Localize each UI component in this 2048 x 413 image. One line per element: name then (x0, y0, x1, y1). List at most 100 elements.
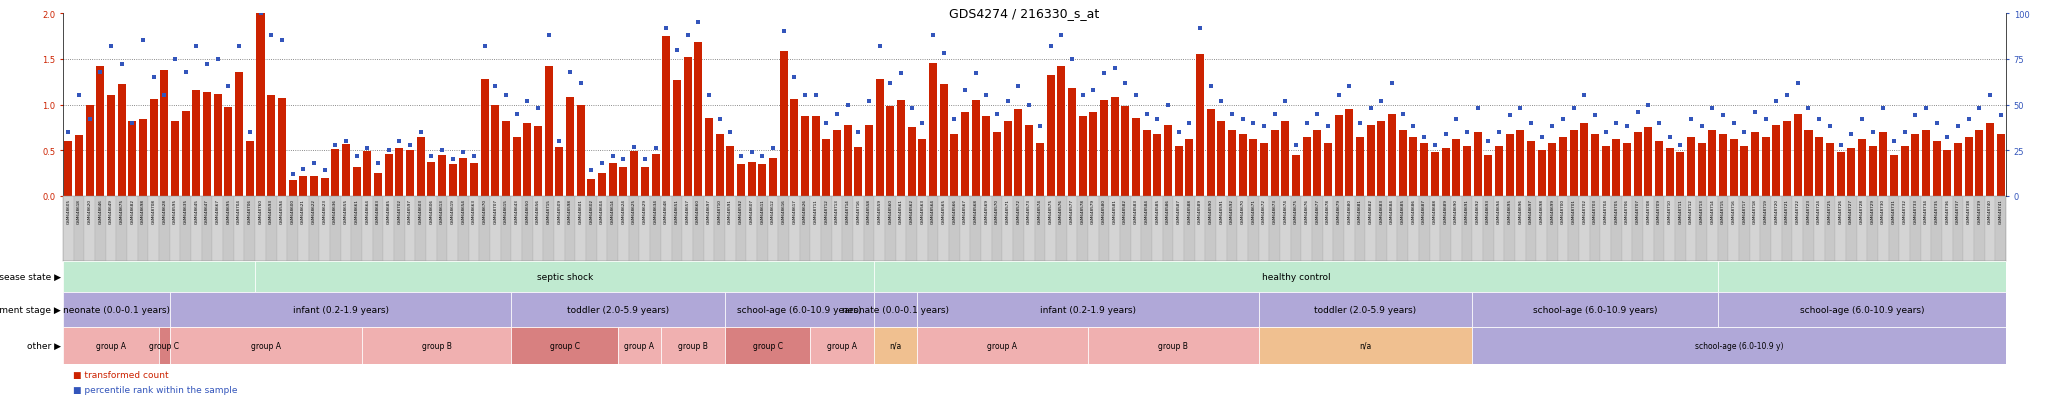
Text: GSM648614: GSM648614 (610, 199, 614, 223)
Bar (172, 122, 178, 197)
Text: group C: group C (549, 341, 580, 350)
Bar (788, 197, 799, 261)
Bar (930, 64, 938, 197)
Point (1014, 102, 1047, 109)
Bar (1130, 197, 1141, 261)
Bar (791, 100, 799, 197)
Text: GSM648572: GSM648572 (1016, 199, 1020, 223)
Bar (596, 197, 608, 261)
Bar (1815, 137, 1823, 197)
Point (788, 93, 821, 100)
Bar (555, 197, 565, 261)
Bar (1634, 133, 1642, 197)
Text: GSM648564: GSM648564 (932, 199, 936, 223)
Bar (1325, 144, 1331, 197)
Text: group A: group A (827, 341, 858, 350)
Point (127, 38, 160, 45)
Point (403, 129, 436, 136)
Point (895, 106, 928, 112)
Text: group C: group C (150, 341, 180, 350)
Bar (1300, 197, 1313, 261)
Text: GSM648664: GSM648664 (365, 199, 369, 223)
Bar (874, 292, 918, 327)
Point (457, 153, 489, 160)
Bar (608, 197, 618, 261)
Text: GSM648729: GSM648729 (1870, 199, 1874, 223)
Bar (74, 197, 84, 261)
Bar (1536, 197, 1546, 261)
Bar (1665, 197, 1675, 261)
Text: GSM648728: GSM648728 (1860, 199, 1864, 223)
Point (918, 33, 950, 39)
Bar (1911, 135, 1919, 197)
Bar (1526, 197, 1536, 261)
Text: GSM648723: GSM648723 (1806, 199, 1810, 223)
Point (565, 80, 598, 87)
Point (158, 56, 190, 63)
Point (1270, 98, 1303, 105)
Bar (651, 154, 659, 197)
Text: GSM648651: GSM648651 (676, 199, 678, 223)
Bar (842, 197, 854, 261)
Bar (459, 158, 467, 197)
Bar (1409, 137, 1417, 197)
Bar (469, 164, 477, 197)
Bar (1772, 197, 1782, 261)
Bar (1163, 125, 1171, 197)
Bar (512, 197, 522, 261)
Bar (1206, 197, 1217, 261)
Bar (1366, 197, 1376, 261)
Text: GSM648711: GSM648711 (1679, 199, 1681, 223)
Bar (1133, 119, 1141, 197)
Bar (1645, 128, 1653, 197)
Point (682, 20, 715, 26)
Bar (1845, 197, 1858, 261)
Bar (1143, 131, 1151, 197)
Text: GSM648577: GSM648577 (1069, 199, 1073, 223)
Text: GSM648607: GSM648607 (750, 199, 754, 223)
Bar (578, 105, 586, 197)
Text: GSM648677: GSM648677 (1315, 199, 1319, 223)
Point (1108, 80, 1141, 87)
Point (446, 150, 479, 156)
Bar (1343, 197, 1356, 261)
Text: GSM648617: GSM648617 (793, 199, 797, 223)
Bar (1942, 197, 1952, 261)
Point (63, 93, 96, 100)
Bar (694, 43, 702, 197)
Bar (1432, 153, 1440, 197)
Bar (256, 197, 266, 261)
Bar (1888, 197, 1898, 261)
Text: GSM648680: GSM648680 (1348, 199, 1352, 223)
Bar (1868, 197, 1878, 261)
Bar (1782, 197, 1792, 261)
Bar (1110, 197, 1120, 261)
Bar (1548, 144, 1556, 197)
Point (416, 153, 449, 160)
Bar (1110, 98, 1118, 197)
Bar (748, 163, 756, 197)
Bar (831, 197, 842, 261)
Bar (170, 327, 362, 364)
Point (1526, 135, 1559, 141)
Text: GSM648715: GSM648715 (1720, 199, 1724, 223)
Bar (1559, 137, 1567, 197)
Text: GSM648706: GSM648706 (248, 199, 252, 223)
Point (629, 157, 662, 163)
Point (575, 168, 608, 174)
Point (1194, 84, 1227, 90)
Point (1397, 124, 1430, 131)
Bar (1047, 76, 1055, 197)
Text: septic shock: septic shock (537, 272, 592, 281)
Text: group B: group B (678, 341, 709, 350)
Text: GSM648661: GSM648661 (354, 199, 358, 223)
Bar (727, 146, 735, 197)
Text: GSM648675: GSM648675 (1294, 199, 1298, 223)
Bar (1290, 197, 1300, 261)
Text: GSM648696: GSM648696 (1518, 199, 1522, 223)
Bar (821, 197, 831, 261)
Text: GSM648667: GSM648667 (215, 199, 219, 223)
Bar (416, 197, 426, 261)
Text: GSM648675: GSM648675 (119, 199, 123, 223)
Text: GSM648583: GSM648583 (1135, 199, 1139, 223)
